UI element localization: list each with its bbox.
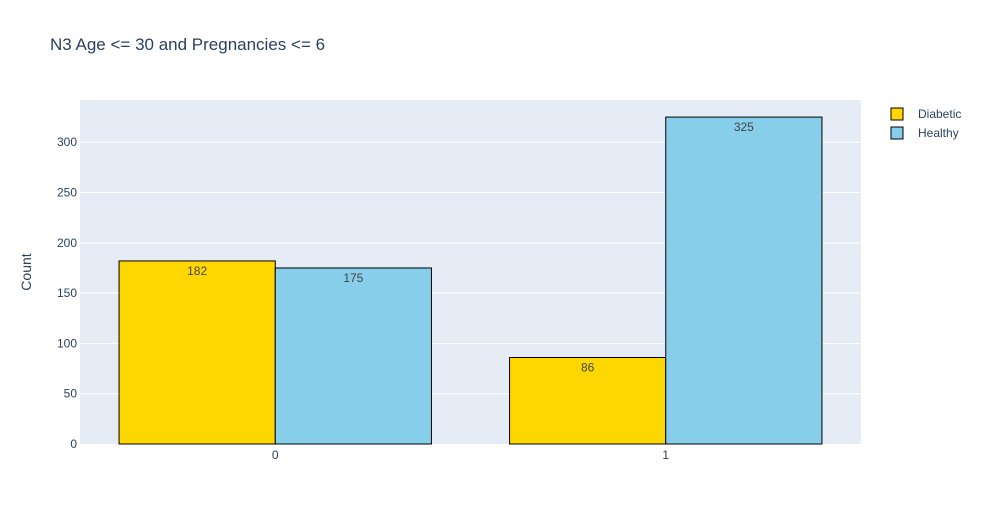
bars [118,116,823,445]
bar-healthy-0 [274,267,432,445]
y-tick-label: 0 [70,437,77,451]
bar-diabetic-1 [509,356,667,445]
y-tick-label: 200 [57,236,77,250]
y-axis-label: Count [18,253,34,290]
bar-value-label: 182 [187,264,207,278]
bar-value-label: 86 [581,360,595,374]
bar-value-label: 175 [343,271,363,285]
x-tick-label: 1 [662,448,669,462]
y-tick-label: 100 [57,336,77,350]
y-tick-label: 50 [64,387,78,401]
legend-swatch-healthy [890,126,904,140]
bar-diabetic-0 [118,260,276,445]
y-tick-label: 300 [57,135,77,149]
x-tick-label: 0 [272,448,279,462]
legend-label-diabetic: Diabetic [918,107,961,121]
bar-value-label: 325 [734,120,754,134]
legend-label-healthy: Healthy [918,126,959,140]
chart-title: N3 Age <= 30 and Pregnancies <= 6 [50,35,325,54]
y-tick-label: 250 [57,186,77,200]
legend-swatch-diabetic [890,107,904,121]
bar-labels: 182 175 86 325 [187,120,754,374]
bar-healthy-1 [665,116,823,445]
y-tick-label: 150 [57,286,77,300]
legend: Diabetic Healthy [890,107,961,140]
y-axis-ticks: 0 50 100 150 200 250 300 [57,135,77,451]
